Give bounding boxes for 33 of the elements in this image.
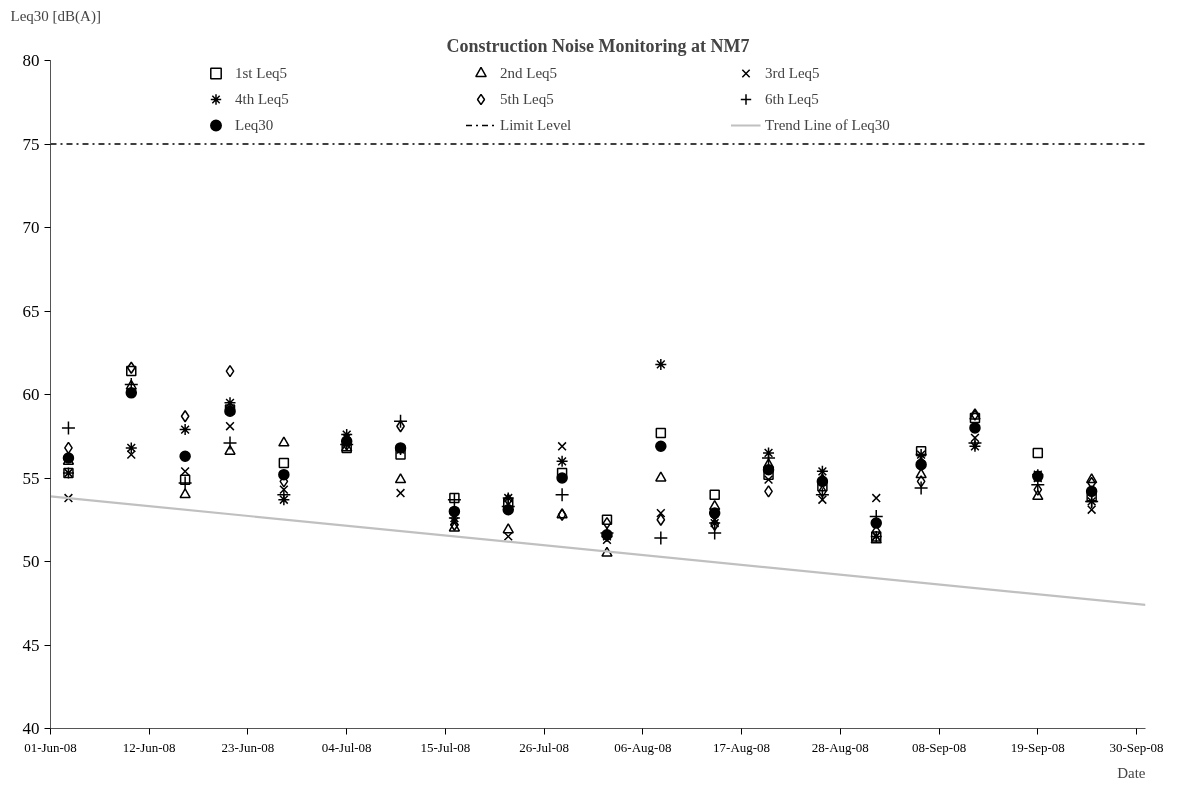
y-tick-label: 80: [22, 51, 40, 70]
y-tick-label: 50: [22, 552, 40, 571]
chart-title: Construction Noise Monitoring at NM7: [446, 35, 750, 56]
legend-label: 4th Leq5: [235, 89, 290, 109]
legend-label: 6th Leq5: [765, 89, 820, 109]
legend-label: 2nd Leq5: [500, 63, 559, 83]
legend-label: 3rd Leq5: [765, 63, 821, 83]
y-tick-label: 40: [22, 719, 40, 738]
legend-label: Leq30: [235, 115, 275, 135]
x-tick-label: 06-Aug-08: [614, 739, 672, 755]
y-tick-label: 55: [22, 468, 40, 488]
x-tick-label: 23-Jun-08: [221, 739, 275, 755]
x-tick-label: 08-Sep-08: [911, 739, 967, 755]
x-tick-label: 28-Aug-08: [811, 739, 869, 755]
y-tick-label: 60: [22, 385, 40, 404]
x-tick-label: 12-Jun-08: [122, 739, 176, 755]
legend-label: 5th Leq5: [500, 89, 555, 109]
x-tick-label: 26-Jul-08: [519, 739, 570, 755]
legend-label: Limit Level: [500, 115, 573, 135]
legend-label: 1st Leq5: [235, 63, 289, 83]
legend-label: Trend Line of Leq30: [765, 115, 891, 135]
y-tick-label: 70: [22, 218, 40, 237]
x-tick-label: 30-Sep-08: [1109, 739, 1164, 755]
x-tick-label: 01-Jun-08: [24, 739, 77, 755]
y-tick-label: 75: [22, 134, 40, 154]
x-axis-title: Date: [1117, 764, 1146, 781]
x-tick-label: 15-Jul-08: [420, 739, 471, 755]
x-tick-label: 19-Sep-08: [1010, 739, 1065, 755]
y-tick-label: 45: [22, 635, 40, 655]
x-tick-label: 04-Jul-08: [321, 739, 372, 755]
x-tick-label: 17-Aug-08: [713, 739, 771, 755]
y-axis-title: Leq30 [dB(A)]: [10, 7, 101, 25]
y-tick-label: 65: [22, 301, 40, 321]
